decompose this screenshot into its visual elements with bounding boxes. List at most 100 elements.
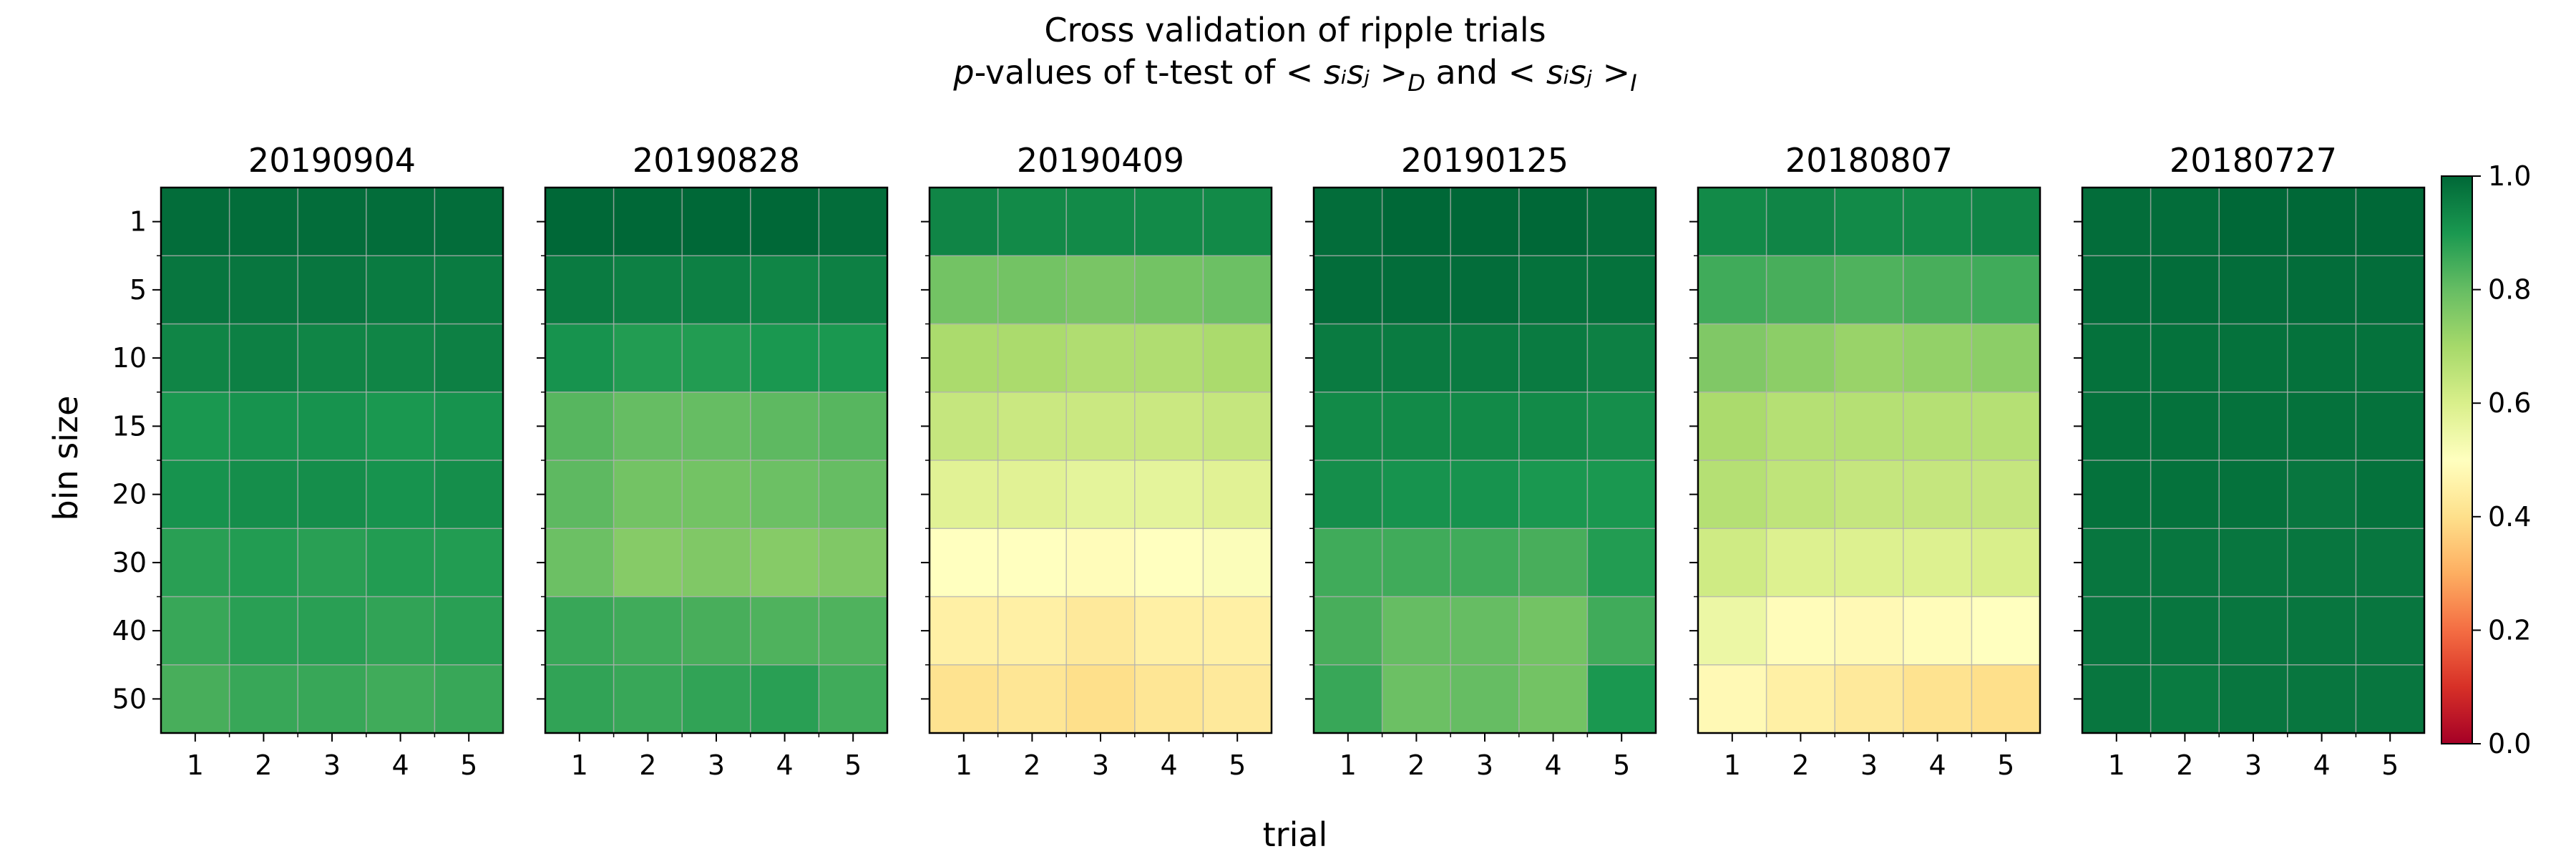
subtitle-expr-i: < sᵢsⱼ > [1508,53,1631,92]
heatmap-cell [229,460,298,529]
heatmap-cell [1314,528,1383,597]
heatmap-cell [434,596,504,666]
heatmap-cell [2287,596,2356,666]
heatmap-cell [366,392,435,461]
heatmap-cell [997,528,1067,597]
x-tick-label: 5 [460,749,477,781]
heatmap-cell [1203,460,1272,529]
heatmap-cell [997,596,1067,666]
heatmap-cell [1134,596,1204,666]
heatmap-cell [997,188,1067,256]
heatmap-cell [1971,188,2041,256]
heatmap-cell [682,528,751,597]
heatmap-cell [1835,256,1904,324]
heatmap-cell [1134,256,1204,324]
heatmap-cell [1134,324,1204,393]
y-axis-label: bin size [47,396,85,521]
heatmap-cell [161,188,230,256]
x-tick-label: 5 [1229,749,1246,781]
heatmap-cell [1698,664,1767,734]
heatmap-cell [1971,528,2041,597]
heatmap-cell [2356,596,2425,666]
heatmap-cell [1066,188,1136,256]
heatmap-cell [819,460,888,529]
heatmap-cell [930,528,999,597]
colorbar-tick-label: 0.8 [2488,274,2531,306]
heatmap-cell [1066,460,1136,529]
heatmap-cell [1698,596,1767,666]
subtitle-p: p [952,53,974,92]
heatmap-cell [750,460,819,529]
panel-20190409: 20190409 1 2 3 4 5 [921,141,1273,781]
heatmap-cell [161,664,230,734]
heatmap-cell [434,256,504,324]
heatmap-cell [2082,324,2152,393]
heatmap-cell [1382,188,1451,256]
heatmap-cell [750,256,819,324]
heatmap-cell [1450,528,1520,597]
heatmap-cell [613,664,683,734]
heatmap-cell [2356,324,2425,393]
y-tick-label: 40 [112,615,147,646]
heatmap-cell [2287,664,2356,734]
heatmap-cell [2150,664,2220,734]
x-tick-label: 5 [844,749,862,781]
heatmap-cell [2082,460,2152,529]
heatmap-cell [298,324,367,393]
heatmap-cell [545,528,615,597]
heatmap-cell [1314,664,1383,734]
heatmap-cell [1203,392,1272,461]
x-tick-label: 2 [255,749,272,781]
heatmap-cell [2287,324,2356,393]
heatmap-cell [930,392,999,461]
heatmap-cell [1203,324,1272,393]
heatmap-cell [1698,324,1767,393]
heatmap-cell [1835,188,1904,256]
heatmap-cell [1903,460,1972,529]
heatmap-cell [819,664,888,734]
x-tick-label: 3 [708,749,725,781]
heatmap-cell [1766,664,1835,734]
x-tick-label: 3 [1860,749,1878,781]
heatmap-cell [682,460,751,529]
heatmap-cell [1587,528,1657,597]
heatmap-cell [682,188,751,256]
heatmap-cell [2356,528,2425,597]
heatmap-cell [298,460,367,529]
heatmap-cell [750,528,819,597]
heatmap-cell [613,256,683,324]
y-tick-label: 50 [112,683,147,714]
heatmap-cell [1766,392,1835,461]
heatmap-cell [1134,392,1204,461]
heatmap-cell [1314,188,1383,256]
heatmap-cell [2219,528,2288,597]
x-tick-label: 1 [2108,749,2125,781]
heatmap-cell [1382,392,1451,461]
heatmap-cell [1766,188,1835,256]
heatmap-cell [1835,528,1904,597]
heatmap-cell [1314,392,1383,461]
heatmap-cell [1066,596,1136,666]
heatmap-cell [1450,596,1520,666]
heatmap-cell [1518,596,1588,666]
heatmap-cell [1314,324,1383,393]
heatmap-cell [2219,460,2288,529]
heatmap-cell [682,256,751,324]
heatmap-cell [1203,664,1272,734]
heatmap-cell [819,596,888,666]
heatmap-cell [750,324,819,393]
heatmap-cell [161,256,230,324]
heatmap-cell [229,188,298,256]
heatmap-cell [613,596,683,666]
y-tick-label: 10 [112,342,147,374]
x-tick-label: 4 [2313,749,2331,781]
heatmap-cell [1971,392,2041,461]
heatmap-cell [1066,664,1136,734]
heatmap-cell [997,392,1067,461]
heatmap-cell [545,596,615,666]
heatmap-cell [750,392,819,461]
heatmap-cell [1450,664,1520,734]
heatmap-cell [1382,324,1451,393]
